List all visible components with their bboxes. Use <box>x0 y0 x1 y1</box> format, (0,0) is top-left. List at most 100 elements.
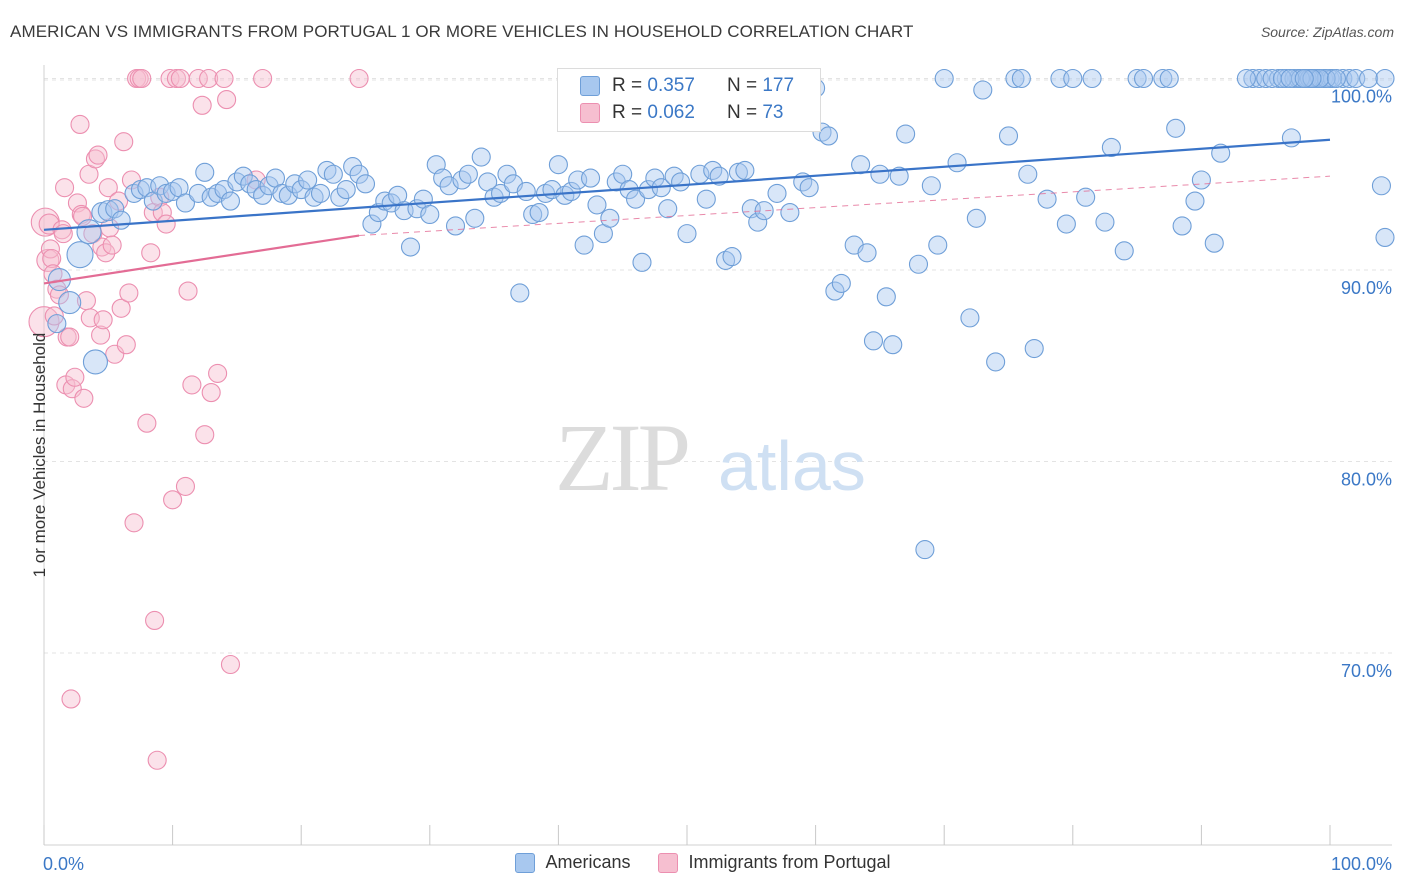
american-point <box>1371 176 1391 196</box>
portugal-trend-extension <box>359 175 1331 237</box>
american-point <box>47 314 67 334</box>
portugal-point <box>178 281 198 301</box>
american-point <box>677 224 697 244</box>
american-point <box>587 195 607 215</box>
portugal-point <box>201 383 221 403</box>
american-point <box>1310 68 1330 89</box>
american-point <box>921 176 941 196</box>
portugal-point <box>111 298 131 318</box>
american-point <box>1114 241 1134 261</box>
portugal-point <box>42 248 62 269</box>
portugal-point <box>175 476 196 496</box>
americans-r-value: 0.357 <box>647 75 695 96</box>
american-point <box>966 208 986 228</box>
y-tick-label: 80.0% <box>1341 470 1392 490</box>
portugal-point <box>132 68 152 89</box>
portugal-point <box>124 513 144 533</box>
american-point <box>343 157 363 177</box>
american-point <box>876 287 896 307</box>
american-point <box>709 166 729 186</box>
american-point <box>863 331 884 351</box>
american-point <box>516 181 536 202</box>
american-point <box>1063 68 1083 89</box>
american-point <box>1204 233 1224 253</box>
american-point <box>82 349 108 375</box>
american-point <box>896 124 916 144</box>
x-tick-label: 0.0% <box>43 854 84 874</box>
portugal-point <box>137 413 157 433</box>
portugal-point <box>98 178 118 198</box>
portugal-point <box>208 363 228 383</box>
american-point <box>175 193 196 213</box>
portugal-n-value: 73 <box>762 102 784 123</box>
legend-label-americans: Americans <box>545 852 631 872</box>
portugal-point <box>199 68 219 89</box>
portugal-r-value: 0.062 <box>647 102 695 123</box>
american-point <box>1316 68 1336 89</box>
legend-item-americans[interactable]: Americans <box>515 852 630 873</box>
american-point <box>355 174 376 194</box>
american-point <box>960 308 980 328</box>
portugal-point <box>91 325 111 345</box>
american-point <box>735 160 755 180</box>
american-point <box>600 208 620 228</box>
american-point <box>928 235 948 255</box>
american-point <box>1281 128 1301 148</box>
american-point <box>1037 189 1057 209</box>
portugal-point <box>119 283 139 303</box>
american-point <box>1375 227 1395 247</box>
portugal-points <box>28 68 369 770</box>
portugal-point <box>141 243 161 263</box>
legend: Americans Immigrants from Portugal <box>0 852 1406 873</box>
portugal-r-label: R = <box>612 102 643 123</box>
american-point <box>857 243 877 263</box>
american-point <box>799 178 819 198</box>
american-point <box>658 199 678 219</box>
americans-r-label: R = <box>612 75 643 96</box>
american-point <box>934 68 954 89</box>
stats-box: R = 0.357 N = 177 R = 0.062 N = 73 <box>557 68 821 132</box>
american-point <box>883 335 903 355</box>
american-point <box>310 183 331 203</box>
portugal-point <box>60 327 80 347</box>
americans-n-value: 177 <box>762 75 795 96</box>
tick-labels: 70.0% 80.0% 90.0% 100.0% 0.0% 100.0% <box>43 87 1392 875</box>
american-point <box>1280 68 1300 89</box>
american-point <box>111 210 131 230</box>
watermark-zip: ZIP <box>555 404 688 511</box>
portugal-point <box>36 248 60 272</box>
american-point <box>465 208 485 228</box>
american-point <box>748 212 768 232</box>
american-point <box>400 237 421 257</box>
american-point <box>574 235 594 255</box>
portugal-trend-line <box>43 234 360 285</box>
portugal-point <box>145 610 165 630</box>
american-point <box>1302 68 1322 89</box>
american-point <box>947 153 967 173</box>
legend-item-portugal[interactable]: Immigrants from Portugal <box>658 852 891 873</box>
american-point <box>439 176 459 196</box>
american-point <box>195 162 215 182</box>
american-point <box>323 164 343 184</box>
american-point <box>973 80 993 100</box>
portugal-point <box>28 306 60 338</box>
x-tick-label: 100.0% <box>1331 854 1392 874</box>
american-point <box>548 155 568 175</box>
american-point <box>233 166 253 186</box>
american-point <box>1236 68 1256 89</box>
american-point <box>1326 68 1346 89</box>
american-point <box>420 204 440 225</box>
portugal-point <box>102 235 122 255</box>
portugal-point <box>61 689 81 709</box>
american-point <box>278 185 298 205</box>
americans-trend-line <box>43 138 1331 231</box>
portugal-point <box>44 306 64 326</box>
american-point <box>780 203 800 223</box>
american-point <box>1191 170 1211 190</box>
american-point <box>1082 68 1102 89</box>
chart-title: AMERICAN VS IMMIGRANTS FROM PORTUGAL 1 O… <box>10 22 914 41</box>
american-point <box>362 214 382 234</box>
portugal-point <box>147 750 167 770</box>
portugal-point <box>214 68 234 89</box>
american-point <box>130 180 150 200</box>
